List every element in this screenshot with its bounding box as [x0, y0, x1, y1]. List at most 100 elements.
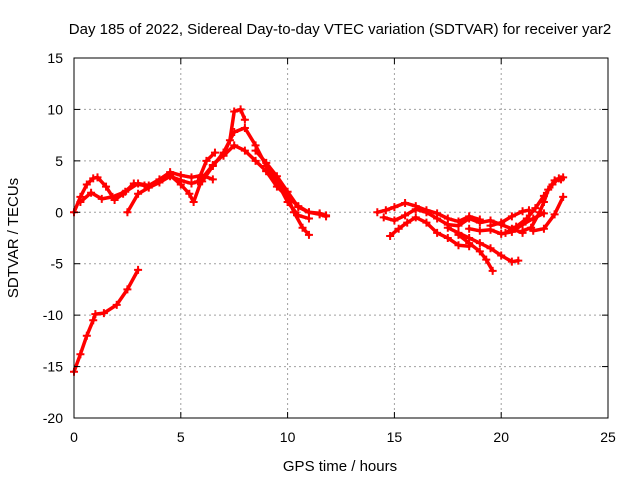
data-point-14-0	[465, 224, 474, 233]
data-point-3-3	[155, 178, 164, 187]
data-point-13-2	[475, 247, 484, 256]
data-point-7-7	[322, 211, 331, 220]
data-point-17-5	[550, 176, 559, 185]
data-point-14-3	[497, 229, 506, 238]
data-point-0-1	[76, 350, 85, 359]
data-point-2-4	[121, 187, 130, 196]
x-tick-label-4: 20	[493, 429, 509, 445]
series-trace-18	[531, 195, 565, 233]
data-point-18-3	[559, 192, 568, 201]
data-point-4-3	[189, 198, 198, 206]
y-tick-label-6: 10	[47, 101, 63, 117]
data-point-9-2	[390, 203, 399, 212]
data-point-14-1	[475, 226, 484, 235]
plot-frame	[73, 57, 609, 419]
data-point-2-5	[134, 179, 143, 188]
data-point-6-2	[240, 146, 249, 155]
data-point-15-0	[486, 221, 495, 230]
data-point-8-2	[283, 192, 292, 201]
y-tick-label-1: -15	[43, 359, 63, 375]
data-point-3-0	[123, 208, 132, 217]
data-point-4-0	[166, 171, 175, 180]
data-point-16-3	[531, 204, 540, 213]
data-point-5-4	[240, 123, 249, 132]
data-point-0-3	[89, 316, 98, 325]
data-point-3-9	[210, 148, 219, 157]
data-point-16-1	[512, 222, 521, 231]
data-point-0-5	[99, 309, 108, 318]
data-point-8-1	[272, 177, 281, 186]
data-marks	[70, 105, 568, 376]
data-point-6-0	[219, 151, 228, 160]
x-tick-label-3: 15	[387, 429, 403, 445]
x-tick-label-1: 5	[177, 429, 185, 445]
data-point-0-4	[91, 310, 100, 319]
data-point-15-2	[507, 212, 516, 221]
data-point-12-4	[486, 244, 495, 253]
series-arc-1	[70, 265, 143, 376]
data-point-17-2	[535, 208, 544, 217]
data-point-13-0	[454, 230, 463, 239]
series-arc-9	[262, 167, 313, 239]
data-point-2-12	[208, 175, 217, 184]
data-point-4-10	[240, 115, 249, 124]
x-tick-label-2: 10	[280, 429, 296, 445]
data-point-11-5	[433, 228, 442, 237]
data-point-9-0	[373, 208, 382, 217]
series-arc-16	[486, 206, 533, 230]
data-point-18-0	[529, 226, 538, 235]
data-point-10-1	[390, 216, 399, 225]
data-point-11-6	[443, 234, 452, 242]
y-tick-label-2: -10	[43, 307, 63, 323]
data-point-0-7	[123, 285, 132, 294]
data-point-17-3	[539, 198, 548, 206]
data-point-10-8	[465, 214, 474, 223]
data-point-4-1	[176, 180, 185, 189]
data-point-0-2	[82, 331, 91, 340]
data-point-11-1	[394, 224, 403, 233]
chart-title: Day 185 of 2022, Sidereal Day-to-day VTE…	[69, 21, 611, 38]
data-point-1-5	[102, 182, 111, 191]
data-point-18-2	[550, 210, 559, 219]
series-arc-12	[386, 213, 474, 251]
series-arc-19	[529, 192, 568, 235]
data-point-4-8	[230, 107, 239, 116]
data-point-10-5	[433, 214, 442, 223]
data-point-1-4	[93, 173, 102, 182]
series-trace-8	[264, 169, 311, 237]
data-point-8-4	[298, 223, 307, 232]
y-tick-label-5: 5	[55, 153, 63, 169]
data-point-7-4	[294, 203, 303, 212]
data-point-16-2	[522, 214, 531, 223]
data-point-10-9	[475, 218, 484, 227]
data-point-5-1	[208, 162, 217, 170]
data-point-12-6	[507, 257, 516, 266]
data-point-17-4	[544, 185, 553, 194]
data-point-13-3	[482, 255, 491, 264]
data-point-2-1	[87, 188, 96, 197]
data-point-6-3	[251, 156, 260, 165]
y-axis-label: SDTVAR / TECUs	[5, 178, 22, 298]
data-point-11-4	[422, 218, 431, 227]
data-point-12-3	[475, 239, 484, 248]
data-point-7-6	[315, 209, 324, 218]
data-point-13-4	[488, 266, 497, 275]
data-point-11-7	[454, 241, 463, 250]
data-point-15-1	[497, 218, 506, 227]
data-point-7-5	[304, 208, 313, 217]
data-point-4-9	[236, 105, 245, 114]
data-point-4-2	[185, 189, 194, 198]
data-point-3-2	[144, 183, 153, 192]
data-point-17-6	[557, 175, 566, 184]
data-point-10-2	[401, 211, 410, 220]
data-point-9-3	[401, 199, 410, 208]
x-tick-label-5: 25	[600, 429, 616, 445]
data-point-16-0	[501, 228, 510, 237]
x-tick-label-0: 0	[70, 429, 78, 445]
data-point-12-5	[497, 251, 506, 260]
y-tick-label-4: 0	[55, 204, 63, 220]
data-point-10-7	[454, 221, 463, 230]
data-point-5-0	[198, 177, 207, 186]
